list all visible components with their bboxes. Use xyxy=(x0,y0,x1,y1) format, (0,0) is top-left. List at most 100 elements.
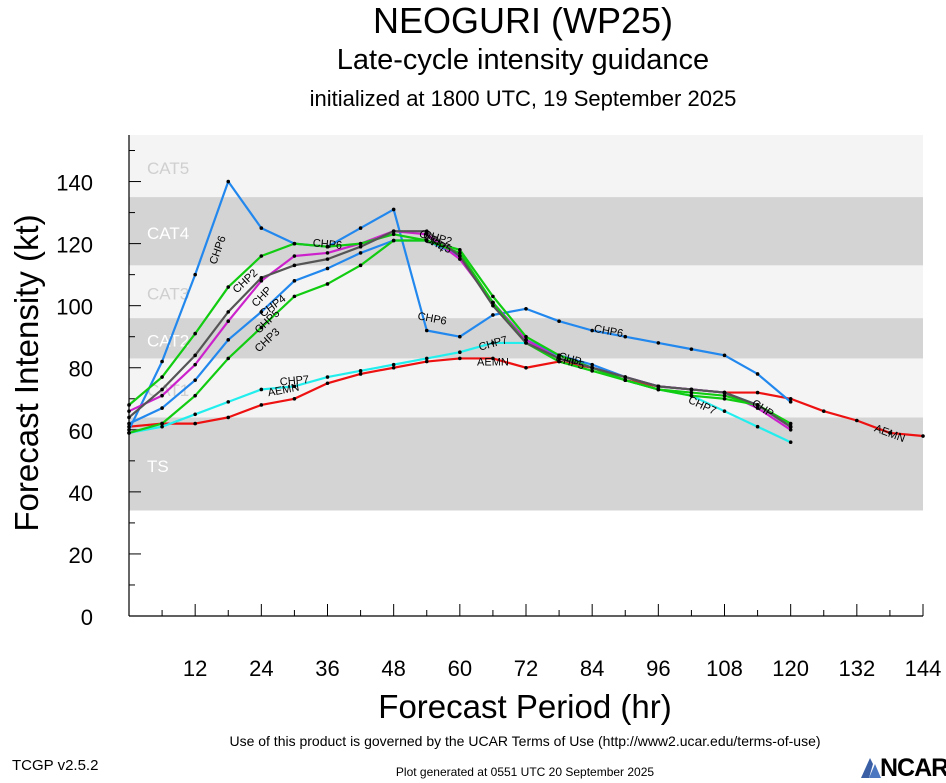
data-point-chp xyxy=(226,310,231,314)
data-point-chp7 xyxy=(193,412,197,417)
data-point-chp2 xyxy=(524,334,528,339)
data-point-chp3 xyxy=(656,387,661,392)
x-tick-label: 132 xyxy=(838,656,875,681)
x-tick-label: 72 xyxy=(514,656,538,681)
band-cat4 xyxy=(129,197,923,266)
y-tick-label: 40 xyxy=(69,481,93,506)
data-point-chp6 xyxy=(524,306,528,311)
x-tick-label: 108 xyxy=(706,656,743,681)
data-point-chp3 xyxy=(391,238,396,243)
data-point-chp2 xyxy=(391,232,396,237)
data-point-chp xyxy=(491,303,495,308)
data-point-chp3 xyxy=(325,282,330,286)
y-tick-label: 100 xyxy=(56,295,93,320)
data-point-chp2 xyxy=(722,396,727,401)
y-axis-label: Forecast Intensity (kt) xyxy=(8,214,45,531)
data-point-chp4 xyxy=(160,393,164,398)
data-point-aemn xyxy=(424,359,429,364)
data-point-chp4 xyxy=(127,409,131,413)
data-point-chp7 xyxy=(391,362,396,367)
data-point-aemn xyxy=(788,396,793,401)
data-point-aemn xyxy=(855,418,859,423)
data-point-aemn xyxy=(193,421,197,426)
data-point-aemn xyxy=(458,356,462,361)
series-label-chp6: CHP6 xyxy=(312,237,342,252)
x-tick-label: 60 xyxy=(448,656,472,681)
series-label-aemn: AEMN xyxy=(477,357,509,369)
data-point-chp xyxy=(292,263,297,268)
data-point-aemn xyxy=(755,390,760,395)
data-point-chp6 xyxy=(193,272,197,277)
data-point-chp3 xyxy=(226,356,231,361)
series-label-chp7: CHP7 xyxy=(279,374,309,389)
data-point-chp2 xyxy=(160,375,164,379)
data-point-chp7 xyxy=(755,424,760,429)
data-point-chp6 xyxy=(788,400,793,404)
data-point-chp7 xyxy=(424,356,429,361)
data-point-chp4 xyxy=(193,362,197,367)
data-point-chp2 xyxy=(226,285,231,289)
data-point-aemn xyxy=(921,434,925,438)
data-point-chp6 xyxy=(722,353,727,358)
data-point-chp7 xyxy=(160,424,164,429)
data-point-chp5 xyxy=(325,266,330,271)
data-point-aemn xyxy=(127,424,131,429)
data-point-chp2 xyxy=(458,248,462,252)
data-point-aemn xyxy=(325,381,330,386)
data-point-chp xyxy=(623,375,628,379)
data-point-chp5 xyxy=(292,279,297,283)
data-point-chp7 xyxy=(788,440,793,445)
data-point-chp6 xyxy=(689,347,694,351)
init-time-line: initialized at 1800 UTC, 19 September 20… xyxy=(309,86,737,111)
data-point-chp3 xyxy=(722,393,727,398)
data-point-chp5 xyxy=(226,338,231,342)
y-tick-label: 80 xyxy=(69,357,93,382)
x-tick-label: 96 xyxy=(646,656,670,681)
data-point-chp xyxy=(259,275,264,280)
data-point-chp7 xyxy=(491,341,495,345)
data-point-aemn xyxy=(524,365,528,370)
data-point-chp7 xyxy=(358,369,363,373)
series-label-aemn: AEMN xyxy=(267,382,301,400)
data-point-chp xyxy=(193,353,197,358)
data-point-chp6 xyxy=(656,341,661,345)
data-point-chp6 xyxy=(358,226,363,230)
ncar-logo-mark xyxy=(861,758,881,778)
data-point-aemn xyxy=(491,356,495,361)
y-tick-label: 120 xyxy=(56,233,93,258)
data-point-aemn xyxy=(358,372,363,376)
data-point-chp3 xyxy=(623,378,628,382)
data-point-chp xyxy=(524,341,528,345)
data-point-chp2 xyxy=(788,421,793,426)
data-point-chp6 xyxy=(127,428,131,432)
data-point-chp6 xyxy=(424,328,429,333)
data-point-chp5 xyxy=(127,421,131,426)
data-point-chp xyxy=(358,244,363,249)
data-point-chp4 xyxy=(788,428,793,432)
data-point-aemn xyxy=(292,396,297,401)
data-point-chp7 xyxy=(458,350,462,355)
data-point-chp2 xyxy=(292,241,297,246)
version-label: TCGP v2.5.2 xyxy=(12,757,99,774)
data-point-chp2 xyxy=(259,254,264,258)
data-point-aemn xyxy=(259,403,264,407)
data-point-aemn xyxy=(391,365,396,370)
series-label-chp6: CHP6 xyxy=(593,323,624,340)
data-point-chp5 xyxy=(358,251,363,255)
data-point-chp xyxy=(160,387,164,392)
ncar-logo: NCAR xyxy=(858,752,946,782)
data-point-chp4 xyxy=(325,251,330,255)
band-label-ts: TS xyxy=(147,457,169,476)
data-point-chp5 xyxy=(590,362,594,367)
data-point-chp4 xyxy=(259,279,264,283)
data-point-chp6 xyxy=(391,207,396,212)
data-point-chp6 xyxy=(458,334,462,339)
data-point-chp3 xyxy=(689,390,694,395)
x-tick-label: 36 xyxy=(315,656,339,681)
data-point-chp6 xyxy=(160,359,164,364)
data-point-chp7 xyxy=(226,400,231,404)
band-label-cat2: CAT2 xyxy=(147,331,189,350)
data-point-chp3 xyxy=(424,238,429,243)
band-cat5 xyxy=(129,135,923,198)
chart-title: NEOGURI (WP25) xyxy=(372,0,674,41)
